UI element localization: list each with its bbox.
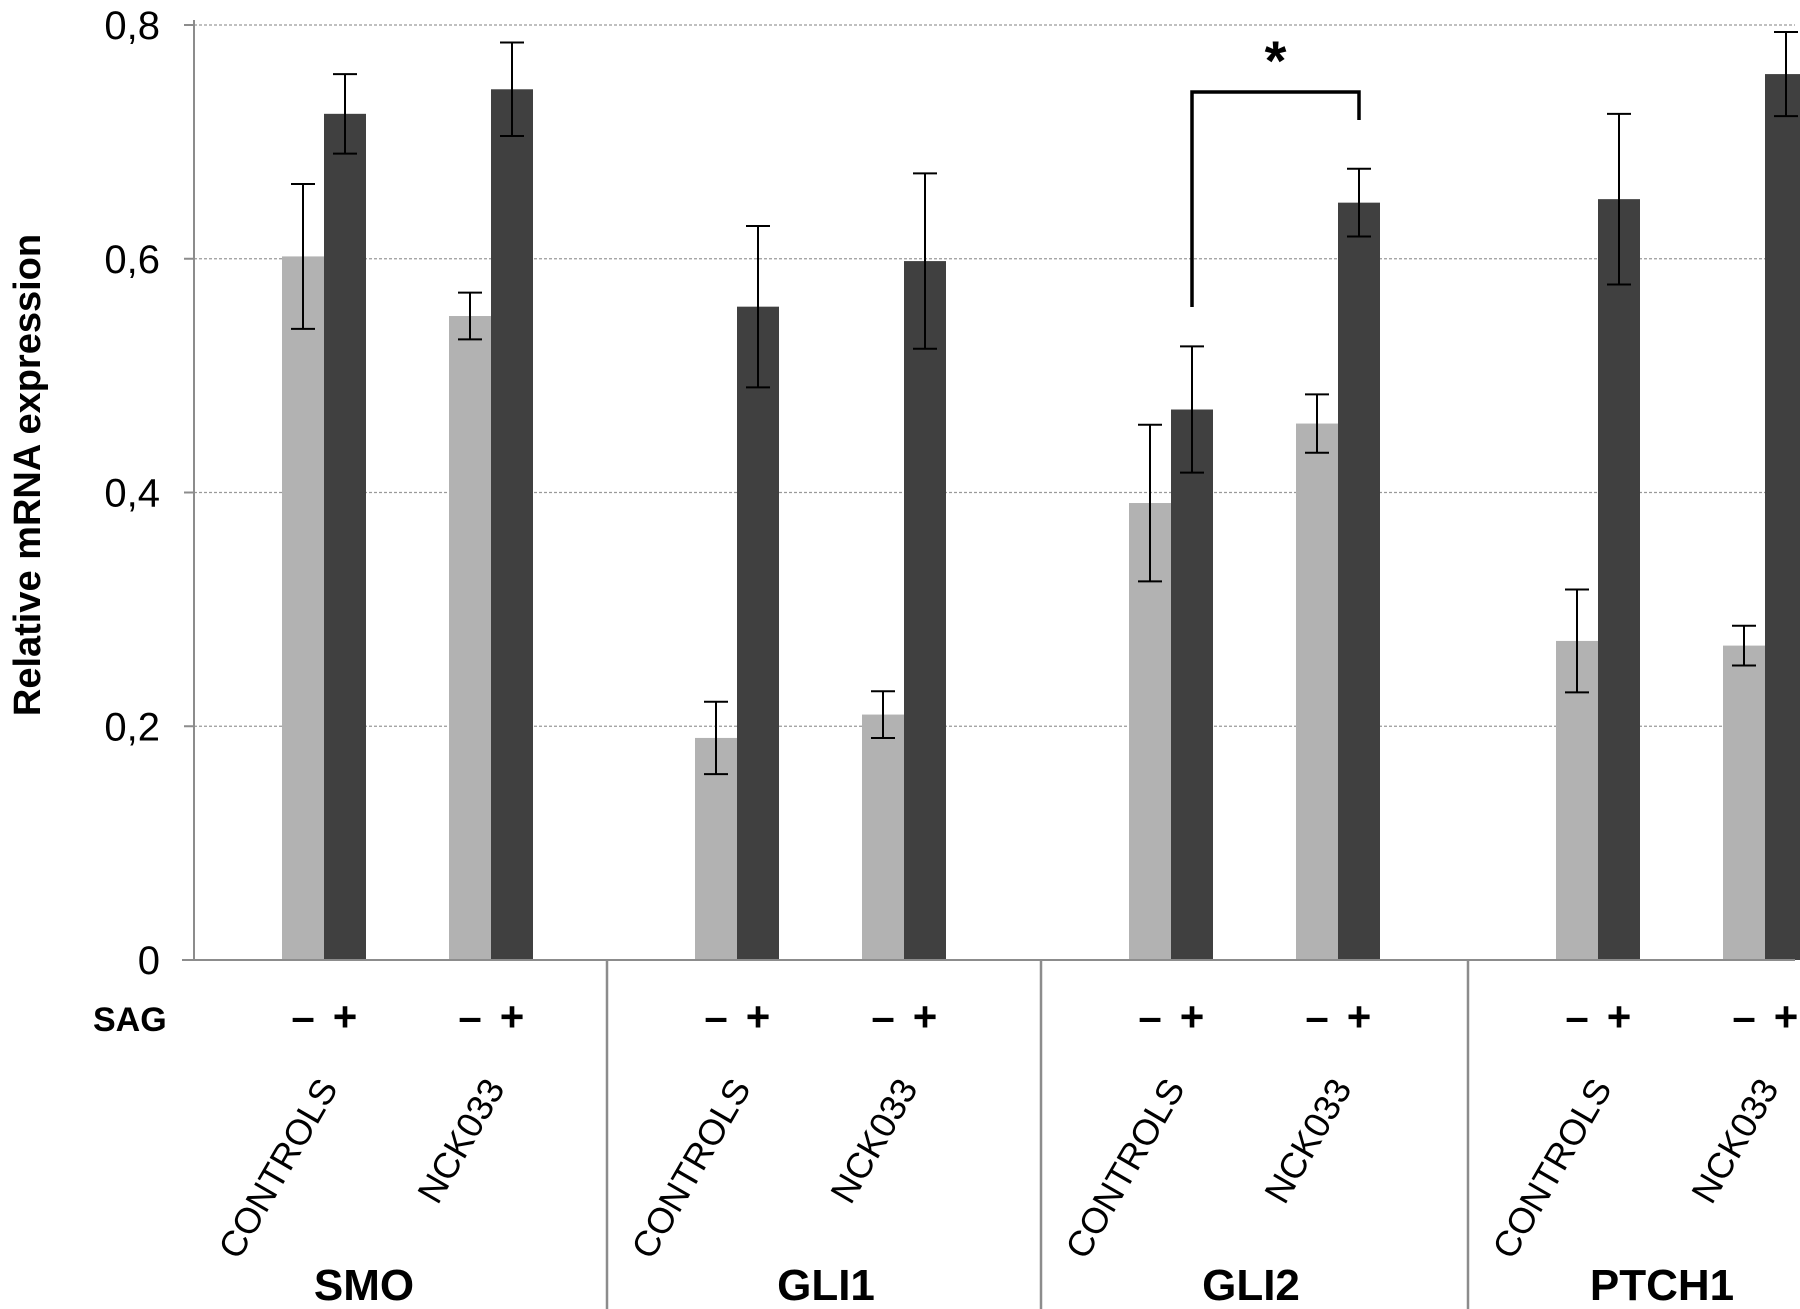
bar-gli2-nck033-plus (1338, 202, 1380, 960)
sag-sign: – (704, 993, 727, 1040)
bar-ptch1-controls-minus (1556, 640, 1598, 960)
sag-sign: – (458, 993, 481, 1040)
sag-label: SAG (93, 1001, 167, 1039)
sag-sign: + (1347, 993, 1372, 1040)
y-tick-labels: 0 0,2 0,4 0,6 0,8 (104, 4, 160, 983)
sag-sign: + (913, 993, 938, 1040)
sag-sign: – (291, 993, 314, 1040)
sag-sign: + (333, 993, 358, 1040)
bar-gli1-controls-plus (737, 306, 779, 960)
gridlines (194, 24, 1795, 727)
error-bars (291, 31, 1798, 776)
bar-smo-controls-plus (324, 113, 366, 960)
sag-sign: – (1305, 993, 1328, 1040)
y-tick-label: 0,6 (104, 238, 160, 282)
bar-smo-controls-minus (282, 256, 324, 961)
bar-gli1-nck033-minus (862, 714, 904, 960)
bar-gli2-nck033-minus (1296, 423, 1338, 960)
bars (282, 74, 1800, 961)
sag-sign: – (1138, 993, 1161, 1040)
bar-ptch1-nck033-minus (1723, 645, 1765, 960)
group-label: NCK033 (1256, 1072, 1360, 1210)
sag-sign: + (1180, 993, 1205, 1040)
group-label: CONTROLS (210, 1072, 346, 1266)
sag-sign: – (1732, 993, 1755, 1040)
axes (182, 20, 1795, 1309)
sag-sign: + (746, 993, 771, 1040)
sag-sign: + (1607, 993, 1632, 1040)
y-tick-label: 0 (138, 939, 160, 983)
sag-sign: + (1774, 993, 1799, 1040)
group-label: NCK033 (1683, 1072, 1787, 1210)
significance-star: * (1265, 29, 1287, 92)
group-label: CONTROLS (1057, 1072, 1193, 1266)
gene-label: SMO (314, 1261, 414, 1309)
bar-ptch1-controls-plus (1598, 199, 1640, 961)
gene-label: GLI2 (1202, 1261, 1300, 1309)
significance-annotation: * (1190, 29, 1361, 307)
gene-label: PTCH1 (1590, 1261, 1734, 1309)
y-tick-label: 0,4 (104, 472, 160, 516)
bar-gli1-nck033-plus (904, 261, 946, 960)
sag-sign: – (1565, 993, 1588, 1040)
sag-sign: – (871, 993, 894, 1040)
sag-sign: + (500, 993, 525, 1040)
group-label: NCK033 (409, 1072, 513, 1210)
group-label: NCK033 (822, 1072, 926, 1210)
bar-gli2-controls-plus (1171, 409, 1213, 960)
group-label: CONTROLS (1484, 1072, 1620, 1266)
y-axis-label: Relative mRNA expression (7, 234, 49, 716)
y-tick-label: 0,8 (104, 4, 160, 48)
bar-ptch1-nck033-plus (1765, 74, 1800, 960)
y-tick-label: 0,2 (104, 705, 160, 749)
bar-smo-nck033-minus (449, 316, 491, 960)
group-label: CONTROLS (623, 1072, 759, 1266)
significance-bracket (1190, 90, 1361, 307)
gene-label: GLI1 (777, 1261, 875, 1309)
bar-smo-nck033-plus (491, 89, 533, 960)
